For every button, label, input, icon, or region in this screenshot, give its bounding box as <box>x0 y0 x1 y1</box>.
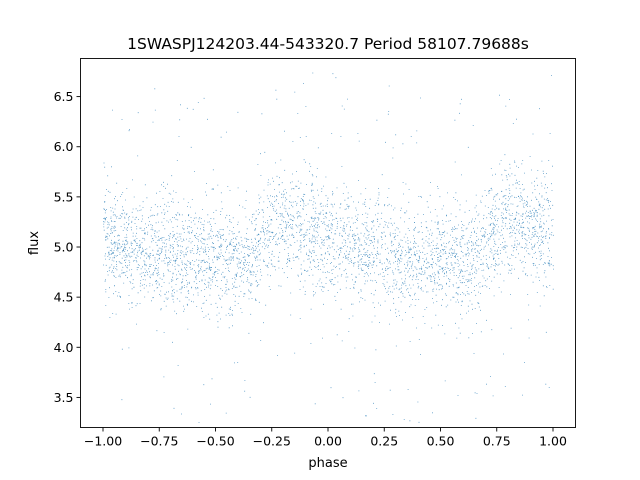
plot-frame <box>80 58 576 428</box>
y-tick-label: 4.0 <box>54 340 74 355</box>
y-tick-label: 6.0 <box>54 139 74 154</box>
x-tick-label: −0.75 <box>140 434 178 449</box>
x-tick-label: −0.50 <box>196 434 234 449</box>
x-tick-label: 0.75 <box>483 434 511 449</box>
x-axis: −1.00 −0.75 −0.50 −0.25 0.00 0.25 0.50 0.75 1.00 <box>84 427 567 449</box>
x-tick-label: 0.00 <box>314 434 342 449</box>
y-tick-label: 3.5 <box>54 390 74 405</box>
y-axis: 3.5 4.0 4.5 5.0 5.5 6.0 6.5 <box>54 89 81 405</box>
y-tick-label: 5.0 <box>54 240 74 255</box>
x-tick-label: 0.25 <box>370 434 398 449</box>
x-tick-label: −0.25 <box>253 434 291 449</box>
x-tick-label: −1.00 <box>84 434 122 449</box>
x-tick-label: 1.00 <box>539 434 567 449</box>
y-tick-label: 5.5 <box>54 189 74 204</box>
x-axis-label: phase <box>308 456 347 471</box>
y-axis-label: flux <box>27 231 42 255</box>
chart-title: 1SWASPJ124203.44-543320.7 Period 58107.7… <box>127 35 529 53</box>
scatter-points <box>103 72 554 423</box>
data-points <box>103 72 554 423</box>
y-tick-label: 6.5 <box>54 89 74 104</box>
x-tick-label: 0.50 <box>427 434 455 449</box>
y-tick-label: 4.5 <box>54 290 74 305</box>
